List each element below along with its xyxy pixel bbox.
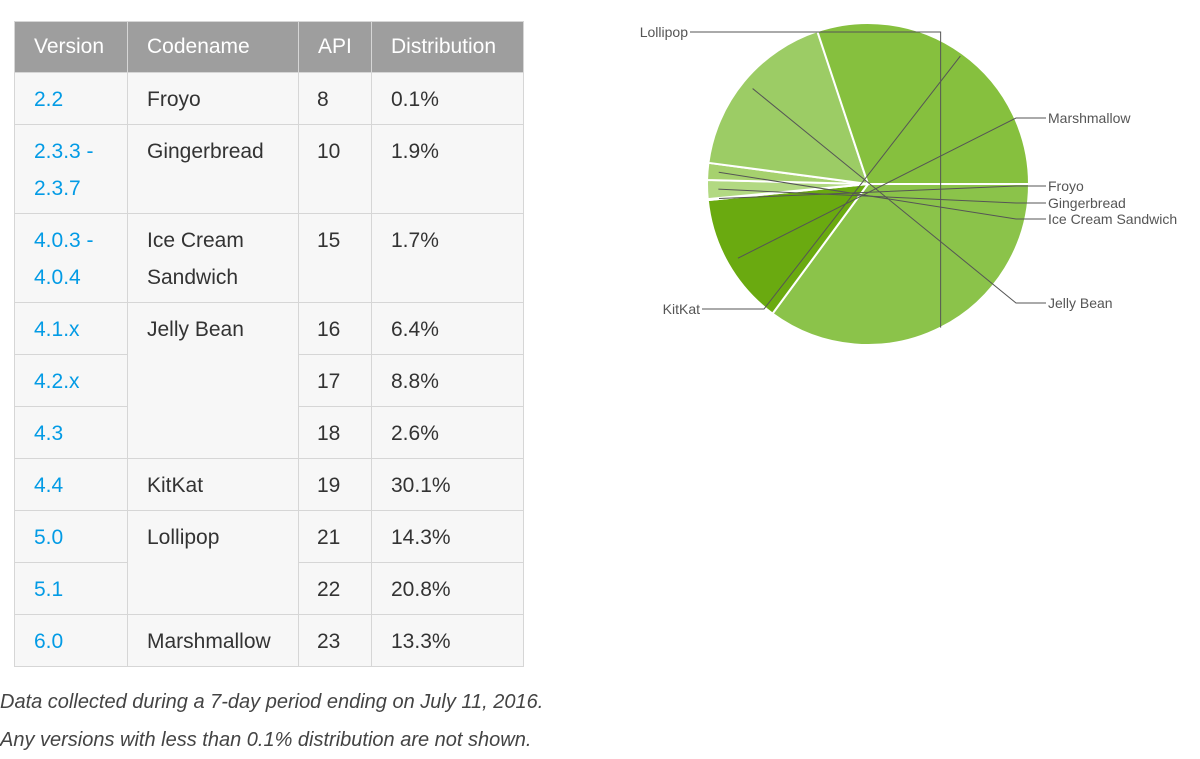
- codename-cell: Jelly Bean: [127, 302, 299, 459]
- pie-slice-lollipop: [771, 183, 1031, 346]
- header-codename: Codename: [127, 21, 299, 73]
- leader-line-jelly-bean: [752, 88, 1046, 304]
- version-cell[interactable]: 4.2.x: [14, 354, 128, 407]
- table-row: 5.0 Lollipop 21 14.3%: [14, 510, 524, 615]
- api-cell: 23: [298, 614, 372, 667]
- table-row: 4.4 KitKat 19 30.1%: [14, 458, 524, 511]
- version-cell[interactable]: 4.4: [14, 458, 128, 511]
- distribution-cell: 30.1%: [371, 458, 524, 511]
- table-row: 5.1 22 20.8%: [14, 562, 524, 615]
- api-cell: 15: [298, 213, 372, 303]
- api-cell: 22: [298, 562, 372, 615]
- pie-slice-jelly-bean: [707, 29, 870, 186]
- codename-cell: KitKat: [127, 458, 299, 511]
- version-cell[interactable]: 5.0: [14, 510, 128, 563]
- version-cell[interactable]: 6.0: [14, 614, 128, 667]
- table-row: 4.0.3 - 4.0.4 Ice Cream Sandwich 15 1.7%: [14, 213, 524, 303]
- api-cell: 18: [298, 406, 372, 459]
- distribution-table: Version Codename API Distribution 2.2 Fr…: [14, 21, 524, 667]
- api-cell: 19: [298, 458, 372, 511]
- leader-line-froyo: [718, 185, 1046, 200]
- leader-line-marshmallow: [737, 117, 1046, 259]
- pie-label-gingerbread: Gingerbread: [1048, 195, 1126, 211]
- distribution-cell: 1.7%: [371, 213, 524, 303]
- distribution-cell: 6.4%: [371, 302, 524, 355]
- api-cell: 16: [298, 302, 372, 355]
- version-cell[interactable]: 4.3: [14, 406, 128, 459]
- pie-label-kitkat: KitKat: [663, 301, 700, 317]
- api-cell: 21: [298, 510, 372, 563]
- pie-slice-marshmallow: [706, 182, 871, 316]
- pie-leader-lines: [690, 31, 1046, 328]
- table-header-row: Version Codename API Distribution: [14, 21, 524, 73]
- leader-line-gingerbread: [718, 188, 1046, 204]
- table-row: 4.2.x 17 8.8%: [14, 354, 524, 407]
- leader-line-kitkat: [702, 55, 961, 310]
- header-version: Version: [14, 21, 128, 73]
- codename-cell: Marshmallow: [127, 614, 299, 667]
- data-collection-note: Data collected during a 7-day period end…: [0, 691, 544, 713]
- table-row: 2.3.3 - 2.3.7 Gingerbread 10 1.9%: [14, 124, 524, 214]
- table-row: 6.0 Marshmallow 23 13.3%: [14, 614, 524, 667]
- distribution-cell: 1.9%: [371, 124, 524, 214]
- api-cell: 8: [298, 72, 372, 125]
- codename-cell: Lollipop: [127, 510, 299, 615]
- codename-cell: Ice Cream Sandwich: [127, 213, 299, 303]
- distribution-threshold-note: Any versions with less than 0.1% distrib…: [0, 729, 532, 751]
- leader-line-ice-cream-sandwich: [718, 171, 1046, 220]
- version-cell[interactable]: 2.3.3 - 2.3.7: [14, 124, 128, 214]
- table-row: 4.1.x Jelly Bean 16 6.4%: [14, 302, 524, 459]
- version-cell[interactable]: 4.0.3 - 4.0.4: [14, 213, 128, 303]
- header-distribution: Distribution: [371, 21, 524, 73]
- pie-slices: [706, 22, 1031, 346]
- codename-cell: Froyo: [127, 72, 299, 125]
- pie-label-froyo: Froyo: [1048, 178, 1084, 194]
- pie-label-jelly-bean: Jelly Bean: [1048, 295, 1113, 311]
- distribution-cell: 2.6%: [371, 406, 524, 459]
- distribution-cell: 14.3%: [371, 510, 524, 563]
- distribution-cell: 8.8%: [371, 354, 524, 407]
- table-row: 2.2 Froyo 8 0.1%: [14, 72, 524, 125]
- distribution-cell: 0.1%: [371, 72, 524, 125]
- table-row: 4.3 18 2.6%: [14, 406, 524, 459]
- version-cell[interactable]: 5.1: [14, 562, 128, 615]
- pie-label-marshmallow: Marshmallow: [1048, 110, 1131, 126]
- version-cell[interactable]: 2.2: [14, 72, 128, 125]
- api-cell: 10: [298, 124, 372, 214]
- version-cell[interactable]: 4.1.x: [14, 302, 128, 355]
- api-cell: 17: [298, 354, 372, 407]
- distribution-cell: 13.3%: [371, 614, 524, 667]
- leader-line-lollipop: [690, 31, 942, 328]
- pie-label-ice-cream-sandwich: Ice Cream Sandwich: [1048, 211, 1177, 227]
- codename-cell: Gingerbread: [127, 124, 299, 214]
- distribution-cell: 20.8%: [371, 562, 524, 615]
- header-api: API: [298, 21, 372, 73]
- pie-label-lollipop: Lollipop: [640, 24, 688, 40]
